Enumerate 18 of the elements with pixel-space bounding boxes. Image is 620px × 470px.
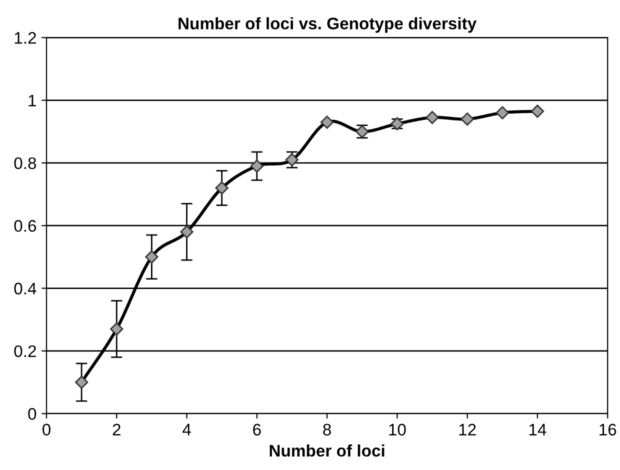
x-tick-label: 4 [182, 424, 191, 436]
chart-title: Number of loci vs. Genotype diversity [178, 17, 477, 33]
y-tick-label: 0.6 [14, 220, 36, 232]
x-axis-title: Number of loci [270, 444, 384, 457]
x-tick-label: 8 [323, 424, 331, 436]
x-tick-label: 16 [600, 424, 616, 436]
y-tick-label: 0.4 [14, 282, 36, 294]
y-tick-label: 0 [28, 408, 36, 420]
x-tick-label: 10 [389, 424, 406, 436]
x-tick-label: 14 [529, 424, 546, 436]
y-tick-label: 0.2 [14, 345, 36, 358]
x-tick-label: 2 [112, 424, 120, 436]
x-tick-label: 0 [42, 424, 50, 436]
y-tick-label: 1 [28, 94, 36, 106]
x-tick-label: 12 [459, 424, 476, 436]
y-tick-label: 1.2 [14, 32, 36, 44]
y-tick-label: 0.8 [14, 157, 36, 170]
x-tick-label: 6 [253, 424, 261, 436]
